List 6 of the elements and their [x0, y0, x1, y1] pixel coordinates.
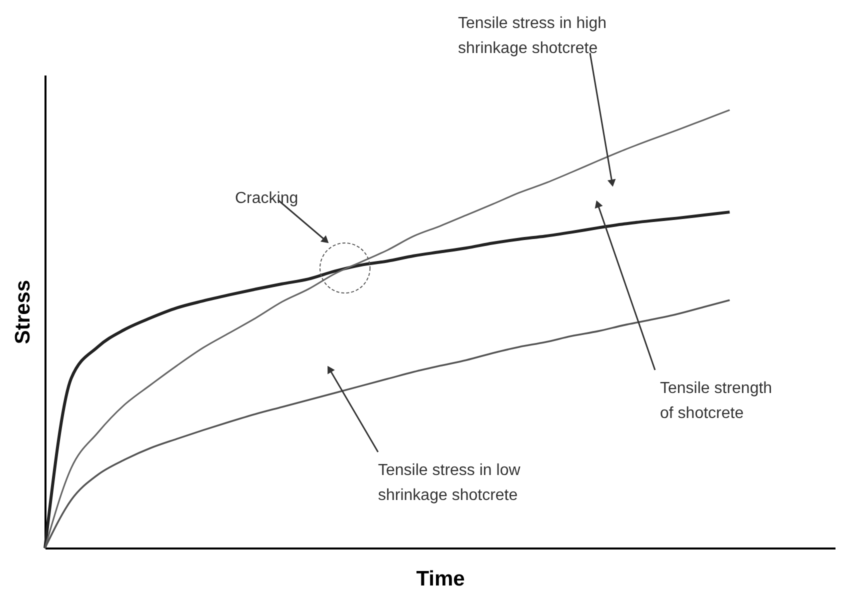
annotation: Tensile stress in low shrinkage shotcrete [378, 462, 521, 504]
text: Tensile stress in high shrinkage shotcrete [458, 15, 607, 57]
annotation: Cracking [235, 190, 298, 207]
annotation: Tensile strength of shotcrete [660, 380, 772, 422]
y-axis-title: Stress [12, 280, 34, 344]
x-axis-title: Time [416, 568, 465, 590]
